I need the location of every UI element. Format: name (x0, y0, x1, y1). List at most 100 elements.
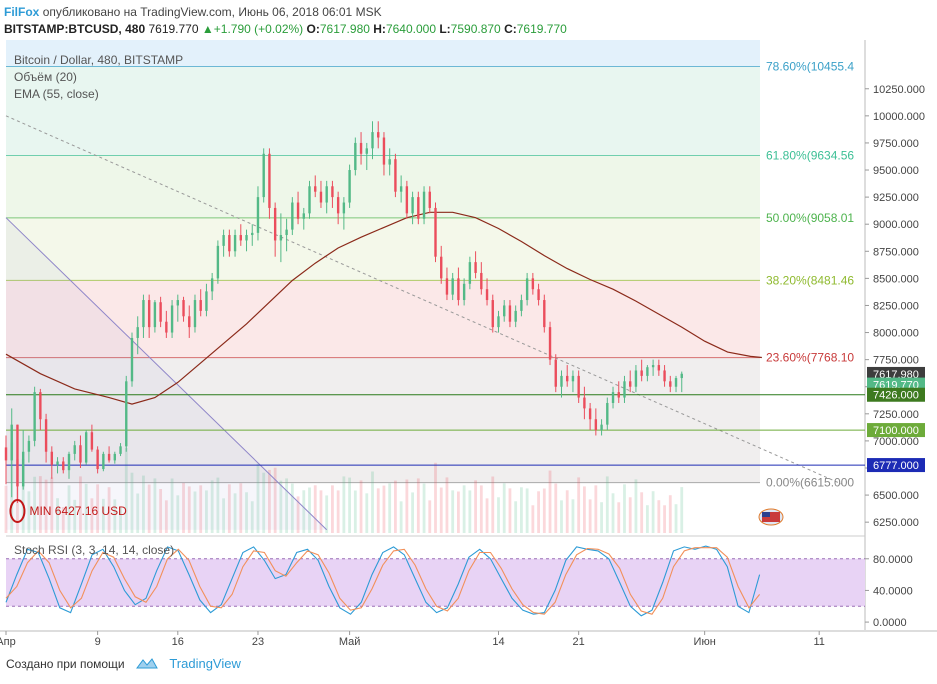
ohlc-line: BITSTAMP:BTCUSD, 480 7619.770 ▲+1.790 (+… (4, 22, 567, 36)
candle (594, 408, 598, 436)
candle-body (354, 142, 357, 171)
candle-body (308, 186, 311, 214)
volume-bar (468, 490, 472, 533)
price-tick-label: 9500.000 (873, 165, 919, 177)
candle (657, 359, 661, 376)
candle (319, 180, 323, 208)
time-tick-label: 16 (172, 636, 184, 648)
volume-bar (56, 498, 59, 533)
volume-bar (73, 499, 77, 533)
candle-body (193, 300, 197, 328)
footer-brand[interactable]: TradingView (169, 656, 241, 671)
candle-body (331, 186, 334, 198)
volume-bar (514, 501, 518, 533)
fib-label: 23.60%(7768.10 (766, 351, 854, 365)
candle (170, 300, 174, 338)
candle-body (634, 370, 638, 387)
candle (62, 457, 65, 474)
candle-body (113, 453, 117, 461)
volume-bar (434, 462, 437, 533)
volume-bar (405, 479, 409, 533)
price-tick-label: 10000.000 (873, 111, 925, 123)
candle-body (96, 449, 99, 470)
volume-bar (50, 477, 54, 533)
candle (629, 370, 632, 393)
horizontal-levels (6, 394, 865, 466)
candle-body (33, 392, 36, 441)
price-chart[interactable]: 78.60%(10455.4 61.80%(9634.56 50.00%(9058.… (0, 0, 937, 650)
candle (273, 202, 277, 257)
low-label: L: (439, 22, 451, 36)
volume-bar (457, 491, 460, 533)
candle-body (571, 375, 575, 382)
price-tag: 7426.000 (867, 387, 925, 402)
volume-bar (485, 498, 489, 533)
candle (611, 386, 615, 409)
volume-bar (182, 482, 185, 533)
candle (399, 175, 403, 203)
candle-body (62, 461, 65, 471)
volume-bar (107, 487, 111, 533)
volume-bar (531, 505, 535, 533)
volume-bar (319, 490, 323, 533)
volume-bar (159, 489, 163, 533)
event-flag-stripe (762, 512, 780, 522)
volume-bar (371, 471, 374, 533)
dashed-trend-line (5, 115, 843, 485)
candle-body (462, 283, 466, 301)
candle-body (525, 278, 529, 301)
volume-bar (497, 497, 500, 533)
price-tick-label: 9750.000 (873, 138, 919, 150)
candle-body (256, 197, 260, 233)
volume-bar (176, 495, 180, 533)
volume-bar (462, 485, 466, 533)
volume-bar (382, 485, 386, 533)
volume-bar (542, 488, 546, 533)
fib-label: 61.80%(9634.56 (766, 148, 854, 162)
candle (291, 197, 294, 236)
candle-body (480, 272, 483, 290)
volume-bar (90, 498, 94, 533)
volume-bar (651, 491, 655, 533)
candle-body (588, 408, 592, 420)
candle-body (44, 419, 48, 452)
volume-bar (4, 485, 8, 533)
candle (336, 191, 340, 225)
volume-bar (239, 483, 243, 533)
candle-body (543, 300, 546, 328)
price-tag: 6777.000 (867, 458, 925, 473)
volume-bar (113, 499, 117, 533)
volume-bar (273, 467, 277, 533)
candle-body (130, 337, 134, 382)
stoch-tick-label: 80.0000 (873, 554, 913, 566)
price-tag-bg (867, 458, 925, 473)
price-tick-label: 7000.000 (873, 436, 919, 448)
candle (474, 251, 477, 279)
volume-bar (290, 483, 294, 533)
volume-bar (439, 487, 443, 533)
candle (428, 186, 431, 214)
candle-body (342, 202, 346, 214)
candle (262, 148, 265, 203)
price-tick-label: 8000.000 (873, 328, 919, 340)
tradingview-logo-icon[interactable] (135, 656, 158, 673)
price-tick-label: 8500.000 (873, 273, 919, 285)
candle (354, 137, 357, 176)
candle-body (514, 310, 517, 322)
close-label: C: (504, 22, 517, 36)
candle (680, 371, 683, 393)
candle (583, 386, 586, 420)
fib-label: 50.00%(9058.01 (766, 211, 854, 225)
candle (314, 175, 317, 198)
candle-body (365, 148, 368, 154)
candle-body (623, 381, 626, 398)
price-tag-bg (867, 423, 925, 438)
price-tag: 7100.000 (867, 423, 925, 438)
candle (176, 294, 179, 322)
candle-body (451, 278, 454, 295)
candle-body (560, 375, 563, 387)
candle-body (102, 453, 105, 470)
candle (147, 294, 151, 338)
candle (377, 121, 380, 149)
author-brand[interactable]: FilFox (4, 5, 40, 19)
